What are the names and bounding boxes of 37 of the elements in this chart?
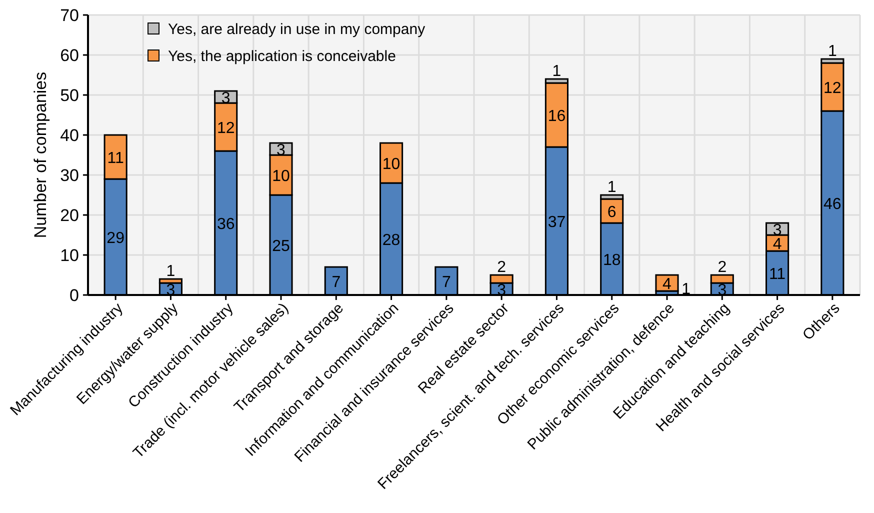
data-label: 12 bbox=[216, 120, 235, 137]
data-label: 25 bbox=[272, 238, 290, 255]
y-tick-label: 50 bbox=[60, 86, 79, 105]
data-label: 28 bbox=[382, 232, 400, 249]
data-label: 7 bbox=[442, 274, 451, 291]
data-label: 36 bbox=[216, 216, 235, 233]
data-label: 1 bbox=[552, 63, 562, 80]
y-tick-label: 10 bbox=[60, 246, 79, 265]
data-label: 46 bbox=[824, 196, 842, 213]
data-label: 12 bbox=[824, 80, 842, 97]
data-label: 2 bbox=[497, 259, 506, 276]
data-label: 6 bbox=[607, 204, 616, 221]
data-label: 18 bbox=[602, 252, 621, 269]
data-label: 29 bbox=[106, 230, 125, 247]
y-tick-label: 60 bbox=[60, 46, 79, 65]
y-tick-label: 20 bbox=[60, 206, 79, 225]
data-label: 11 bbox=[107, 150, 124, 167]
data-label: 11 bbox=[768, 266, 786, 283]
y-tick-label: 30 bbox=[60, 166, 79, 185]
data-label: 4 bbox=[772, 236, 782, 253]
data-label: 1 bbox=[828, 43, 837, 60]
y-tick-label: 70 bbox=[60, 6, 79, 25]
y-tick-label: 0 bbox=[70, 286, 79, 305]
data-label: 1 bbox=[166, 263, 176, 280]
data-label: 10 bbox=[382, 156, 400, 173]
y-axis-title: Number of companies bbox=[31, 72, 50, 238]
data-label: 37 bbox=[548, 214, 566, 231]
data-label: 1 bbox=[682, 281, 691, 298]
data-label: 2 bbox=[718, 259, 727, 276]
legend-label: Yes, the application is conceivable bbox=[168, 48, 396, 65]
data-label: 1 bbox=[607, 179, 616, 196]
legend-label: Yes, are already in use in my company bbox=[168, 21, 426, 38]
data-label: 16 bbox=[548, 108, 566, 125]
data-label: 4 bbox=[662, 276, 672, 293]
y-tick-label: 40 bbox=[60, 126, 79, 145]
data-label: 7 bbox=[332, 274, 341, 291]
data-label: 10 bbox=[272, 168, 290, 185]
